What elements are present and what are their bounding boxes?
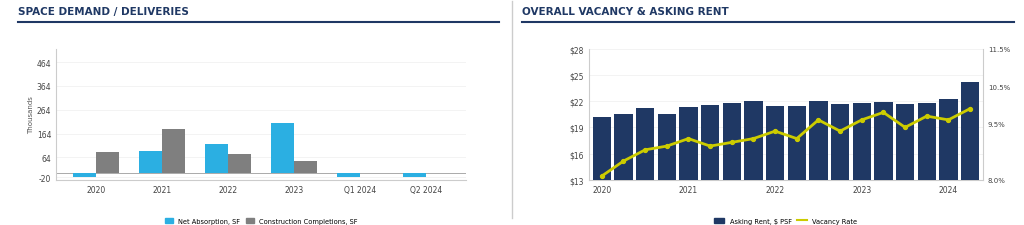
Bar: [139, 151, 162, 173]
Bar: [830, 104, 849, 225]
Bar: [766, 106, 784, 225]
Bar: [961, 83, 979, 225]
Bar: [657, 115, 676, 225]
Bar: [294, 161, 317, 173]
Bar: [853, 104, 871, 225]
Bar: [162, 129, 185, 173]
Legend: Asking Rent, $ PSF, Vacancy Rate: Asking Rent, $ PSF, Vacancy Rate: [712, 215, 860, 225]
Bar: [918, 104, 936, 225]
Bar: [874, 103, 893, 225]
Bar: [896, 104, 914, 225]
Bar: [809, 102, 827, 225]
Bar: [787, 107, 806, 225]
Bar: [403, 173, 426, 178]
Bar: [271, 123, 294, 173]
Legend: Net Absorption, SF, Construction Completions, SF: Net Absorption, SF, Construction Complet…: [162, 215, 360, 225]
Bar: [744, 102, 763, 225]
Text: SPACE DEMAND / DELIVERIES: SPACE DEMAND / DELIVERIES: [18, 7, 189, 17]
Bar: [636, 109, 654, 225]
Bar: [96, 153, 119, 173]
Bar: [593, 117, 611, 225]
Bar: [205, 144, 228, 173]
Bar: [614, 115, 633, 225]
Bar: [73, 173, 96, 178]
Bar: [939, 100, 957, 225]
Bar: [723, 104, 741, 225]
Bar: [700, 105, 719, 225]
Bar: [337, 173, 360, 178]
Y-axis label: Thousands: Thousands: [28, 96, 34, 134]
Text: OVERALL VACANCY & ASKING RENT: OVERALL VACANCY & ASKING RENT: [522, 7, 729, 17]
Bar: [228, 154, 251, 173]
Bar: [679, 108, 697, 225]
